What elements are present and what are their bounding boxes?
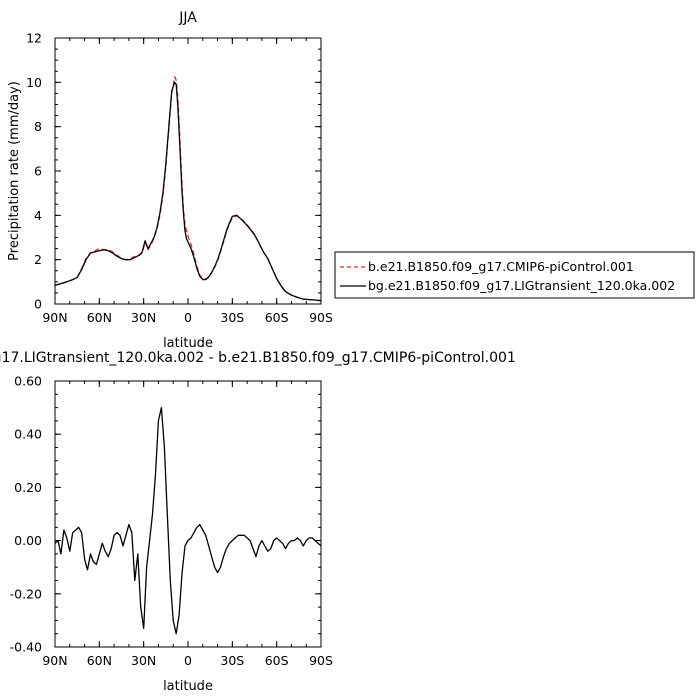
x-tick-label: 60N <box>87 310 112 325</box>
x-tick-label: 0 <box>184 653 192 668</box>
y-tick-label: 0.40 <box>14 427 42 442</box>
x-tick-label: 90N <box>42 310 67 325</box>
y-tick-label: 0.60 <box>14 374 42 389</box>
tick-group: 90N 60N 30N 0 30S 60S 90S 0 2 4 6 8 10 12 <box>26 31 333 326</box>
y-tick-label: 6 <box>34 164 42 179</box>
y-tick-label: 4 <box>34 208 42 223</box>
x-tick-label: 90N <box>42 653 67 668</box>
series-line-1 <box>54 76 322 302</box>
x-tick-label: 60N <box>87 653 112 668</box>
legend-entry-control: b.e21.B1850.f09_g17.CMIP6-piControl.001 <box>368 259 634 274</box>
x-axis-label: latitude <box>163 336 213 351</box>
series-line-1 <box>54 406 322 635</box>
x-tick-label: 30N <box>131 310 156 325</box>
x-tick-label: 90S <box>309 653 333 668</box>
legend-entry-transient: bg.e21.B1850.f09_g17.LIGtransient_120.0k… <box>368 278 675 293</box>
x-tick-label: 0 <box>184 310 192 325</box>
chart-title: bg.e21.B1850.f09_g17.LIGtransient_120.0k… <box>0 350 516 366</box>
x-axis-label: latitude <box>163 679 213 694</box>
x-tick-label: 30N <box>131 653 156 668</box>
plot-frame <box>54 380 322 648</box>
y-tick-label: 0.20 <box>14 480 42 495</box>
series-lines <box>54 76 322 302</box>
y-tick-label: 2 <box>34 252 42 267</box>
y-tick-label: 0.00 <box>14 533 42 548</box>
legend: b.e21.B1850.f09_g17.CMIP6-piControl.001 … <box>334 251 695 299</box>
series-line-2 <box>54 81 322 302</box>
x-tick-label: 30S <box>220 653 244 668</box>
series-lines <box>54 406 322 635</box>
y-tick-label: 12 <box>26 31 42 46</box>
x-tick-label: 60S <box>265 653 289 668</box>
y-tick-label: 0 <box>34 297 42 312</box>
x-tick-label: 30S <box>220 310 244 325</box>
legend-box <box>334 251 695 299</box>
y-tick-label: 8 <box>34 119 42 134</box>
tick-group: 90N 60N 30N 0 30S 60S 90S -0.40 -0.20 0.00 0.20 0.4… <box>10 374 333 669</box>
y-tick-label: 10 <box>26 75 42 90</box>
precipitation-panel: JJA Precipitation rate (mm/day) latitude… <box>7 10 333 351</box>
y-axis-label: Precipitation rate (mm/day) <box>7 81 22 261</box>
difference-panel: bg.e21.B1850.f09_g17.LIGtransient_120.0k… <box>0 350 516 694</box>
x-tick-label: 60S <box>265 310 289 325</box>
x-tick-label: 90S <box>309 310 333 325</box>
plot-frame <box>54 37 322 305</box>
y-tick-label: -0.40 <box>10 640 42 655</box>
y-tick-label: -0.20 <box>10 586 42 601</box>
chart-title: JJA <box>178 10 197 26</box>
